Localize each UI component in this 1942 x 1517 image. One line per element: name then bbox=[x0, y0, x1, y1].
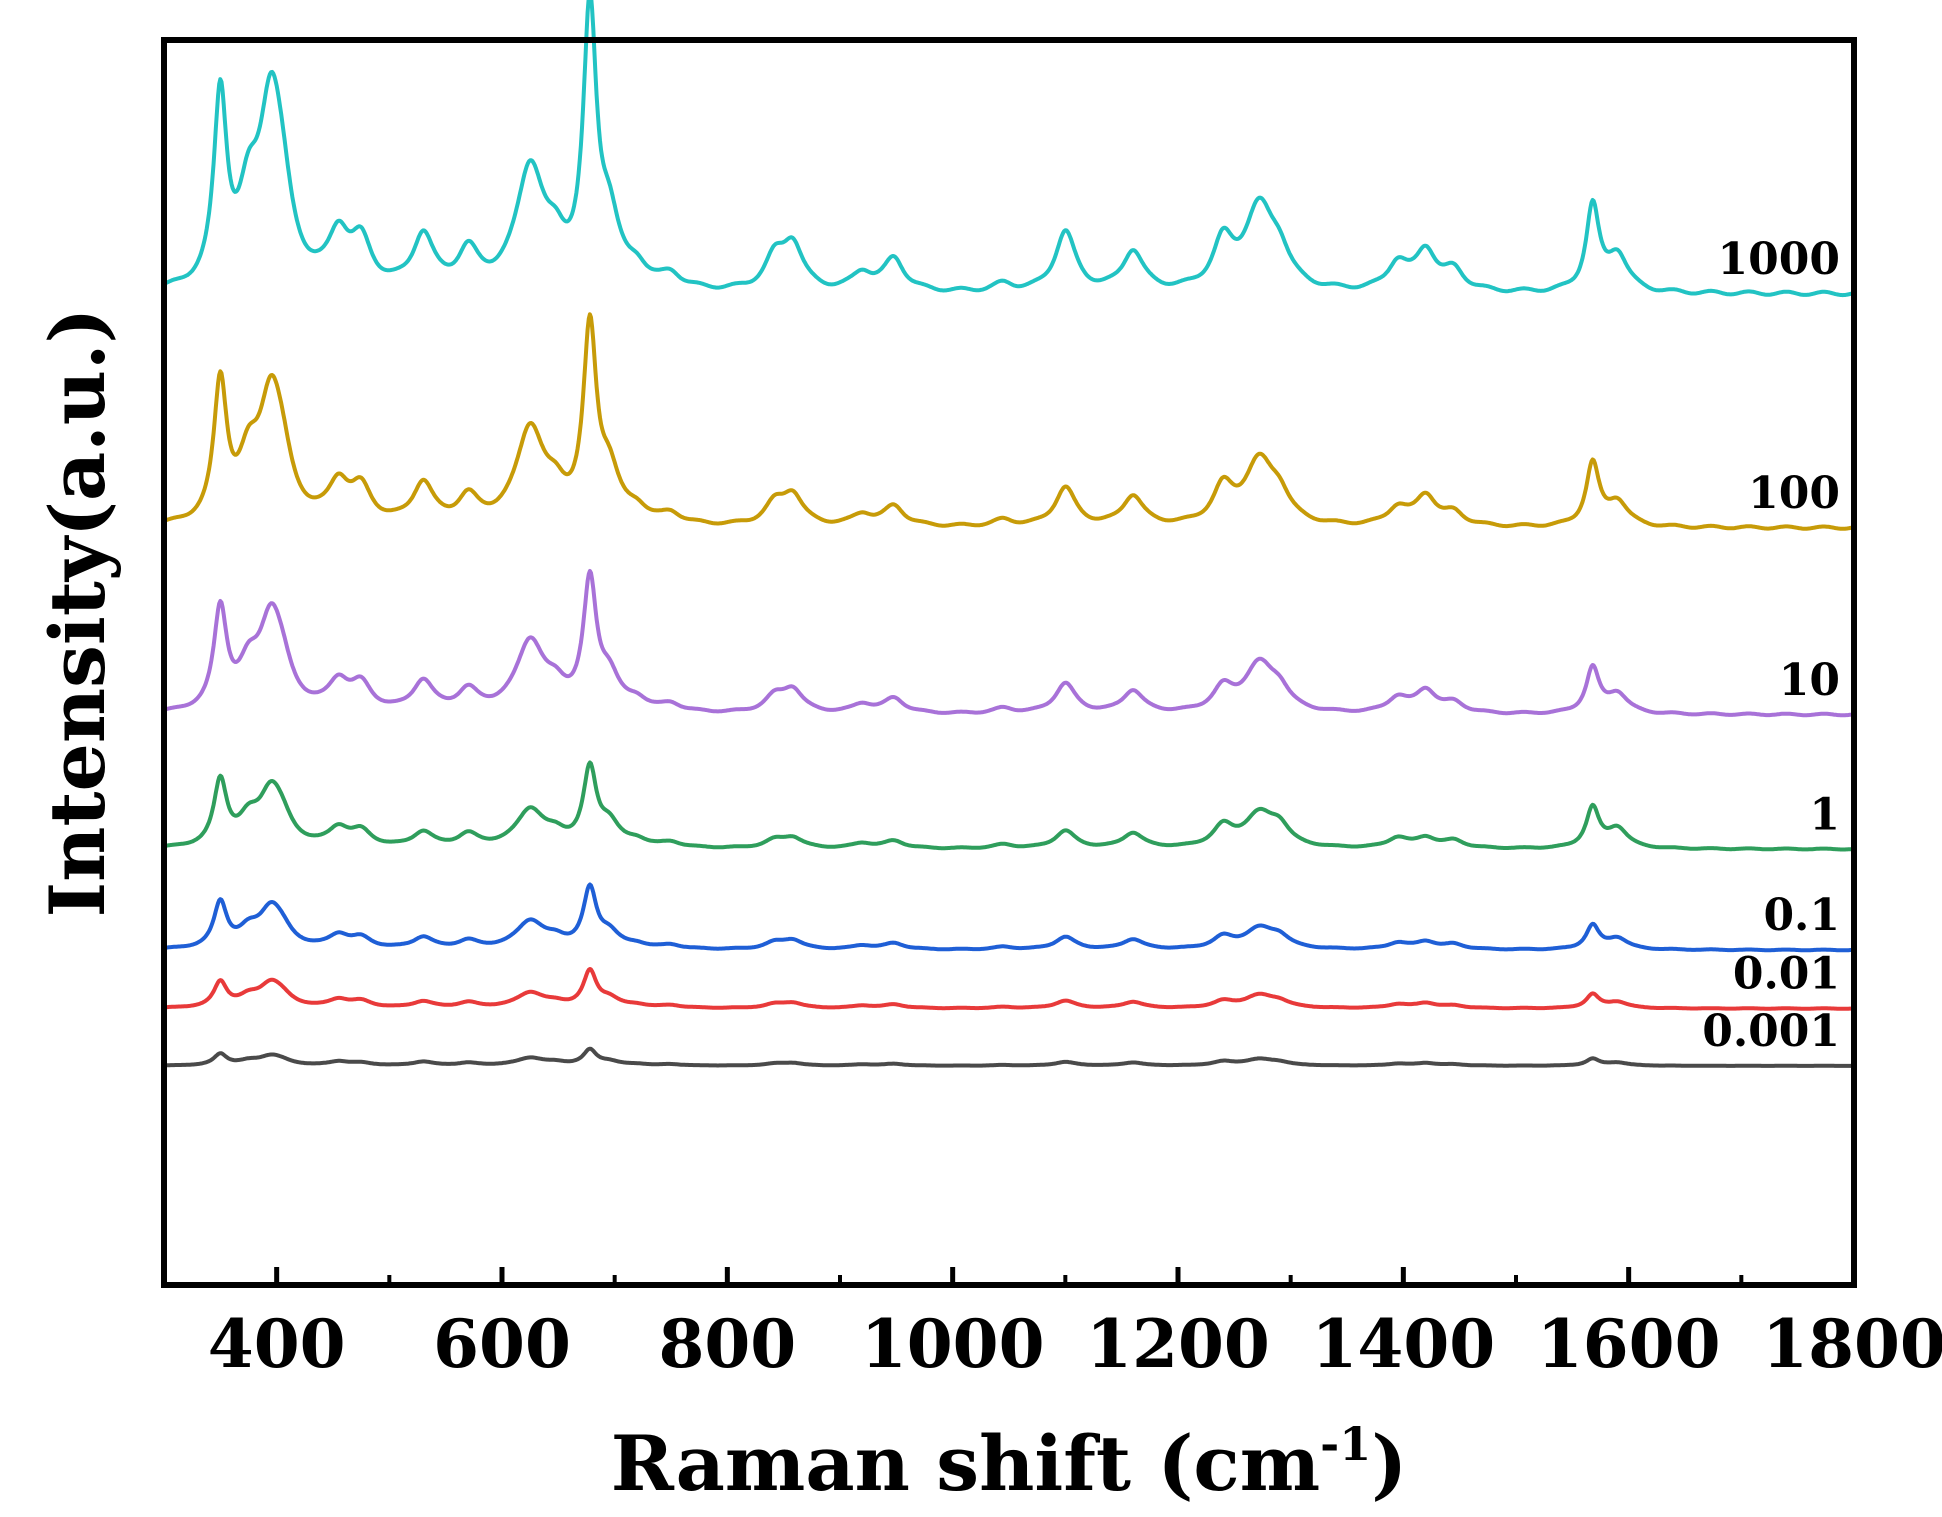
series-line-1000 bbox=[163, 0, 1855, 298]
x-axis-title-superscript: -1 bbox=[1320, 1417, 1371, 1471]
series-line-0-001 bbox=[163, 1046, 1855, 1068]
series-label-0-001: 0.001 bbox=[1702, 1006, 1840, 1057]
x-axis-title-close: ) bbox=[1371, 1419, 1407, 1508]
x-axis-ticks bbox=[162, 1267, 1857, 1285]
x-tick-label: 400 bbox=[208, 1305, 346, 1383]
x-tick-label: 1200 bbox=[1086, 1305, 1270, 1383]
series-label-0-01: 0.01 bbox=[1733, 949, 1840, 1000]
x-tick-label: 1600 bbox=[1537, 1305, 1721, 1383]
series-label-0-1: 0.1 bbox=[1763, 890, 1840, 941]
series-label-10: 10 bbox=[1779, 655, 1840, 706]
x-tick-label: 1400 bbox=[1311, 1305, 1495, 1383]
series-line-100 bbox=[163, 312, 1855, 531]
plot-frame bbox=[161, 37, 1857, 1288]
series-labels: 1000 100 10 1 0.1 0.01 0.001 bbox=[1702, 234, 1840, 1057]
x-axis-title-main: Raman shift (cm bbox=[611, 1419, 1320, 1508]
x-tick-label: 600 bbox=[433, 1305, 571, 1383]
series-line-10 bbox=[163, 569, 1855, 718]
series-label-1000: 1000 bbox=[1718, 234, 1840, 285]
series-line-1 bbox=[163, 760, 1855, 852]
series-line-0-01 bbox=[163, 967, 1855, 1011]
x-tick-label: 1000 bbox=[861, 1305, 1045, 1383]
y-axis-title: Intensity(a.u.) bbox=[33, 308, 122, 918]
x-axis-tick-labels: 400 600 800 1000 1200 1400 1600 1800 bbox=[208, 1305, 1942, 1383]
x-tick-label: 800 bbox=[658, 1305, 796, 1383]
x-axis-title: Raman shift (cm-1) bbox=[611, 1417, 1407, 1508]
x-tick-label: 1800 bbox=[1762, 1305, 1942, 1383]
series-curves bbox=[163, 0, 1855, 1068]
series-label-1: 1 bbox=[1809, 789, 1840, 840]
series-line-0-1 bbox=[163, 882, 1855, 953]
series-label-100: 100 bbox=[1748, 468, 1840, 519]
